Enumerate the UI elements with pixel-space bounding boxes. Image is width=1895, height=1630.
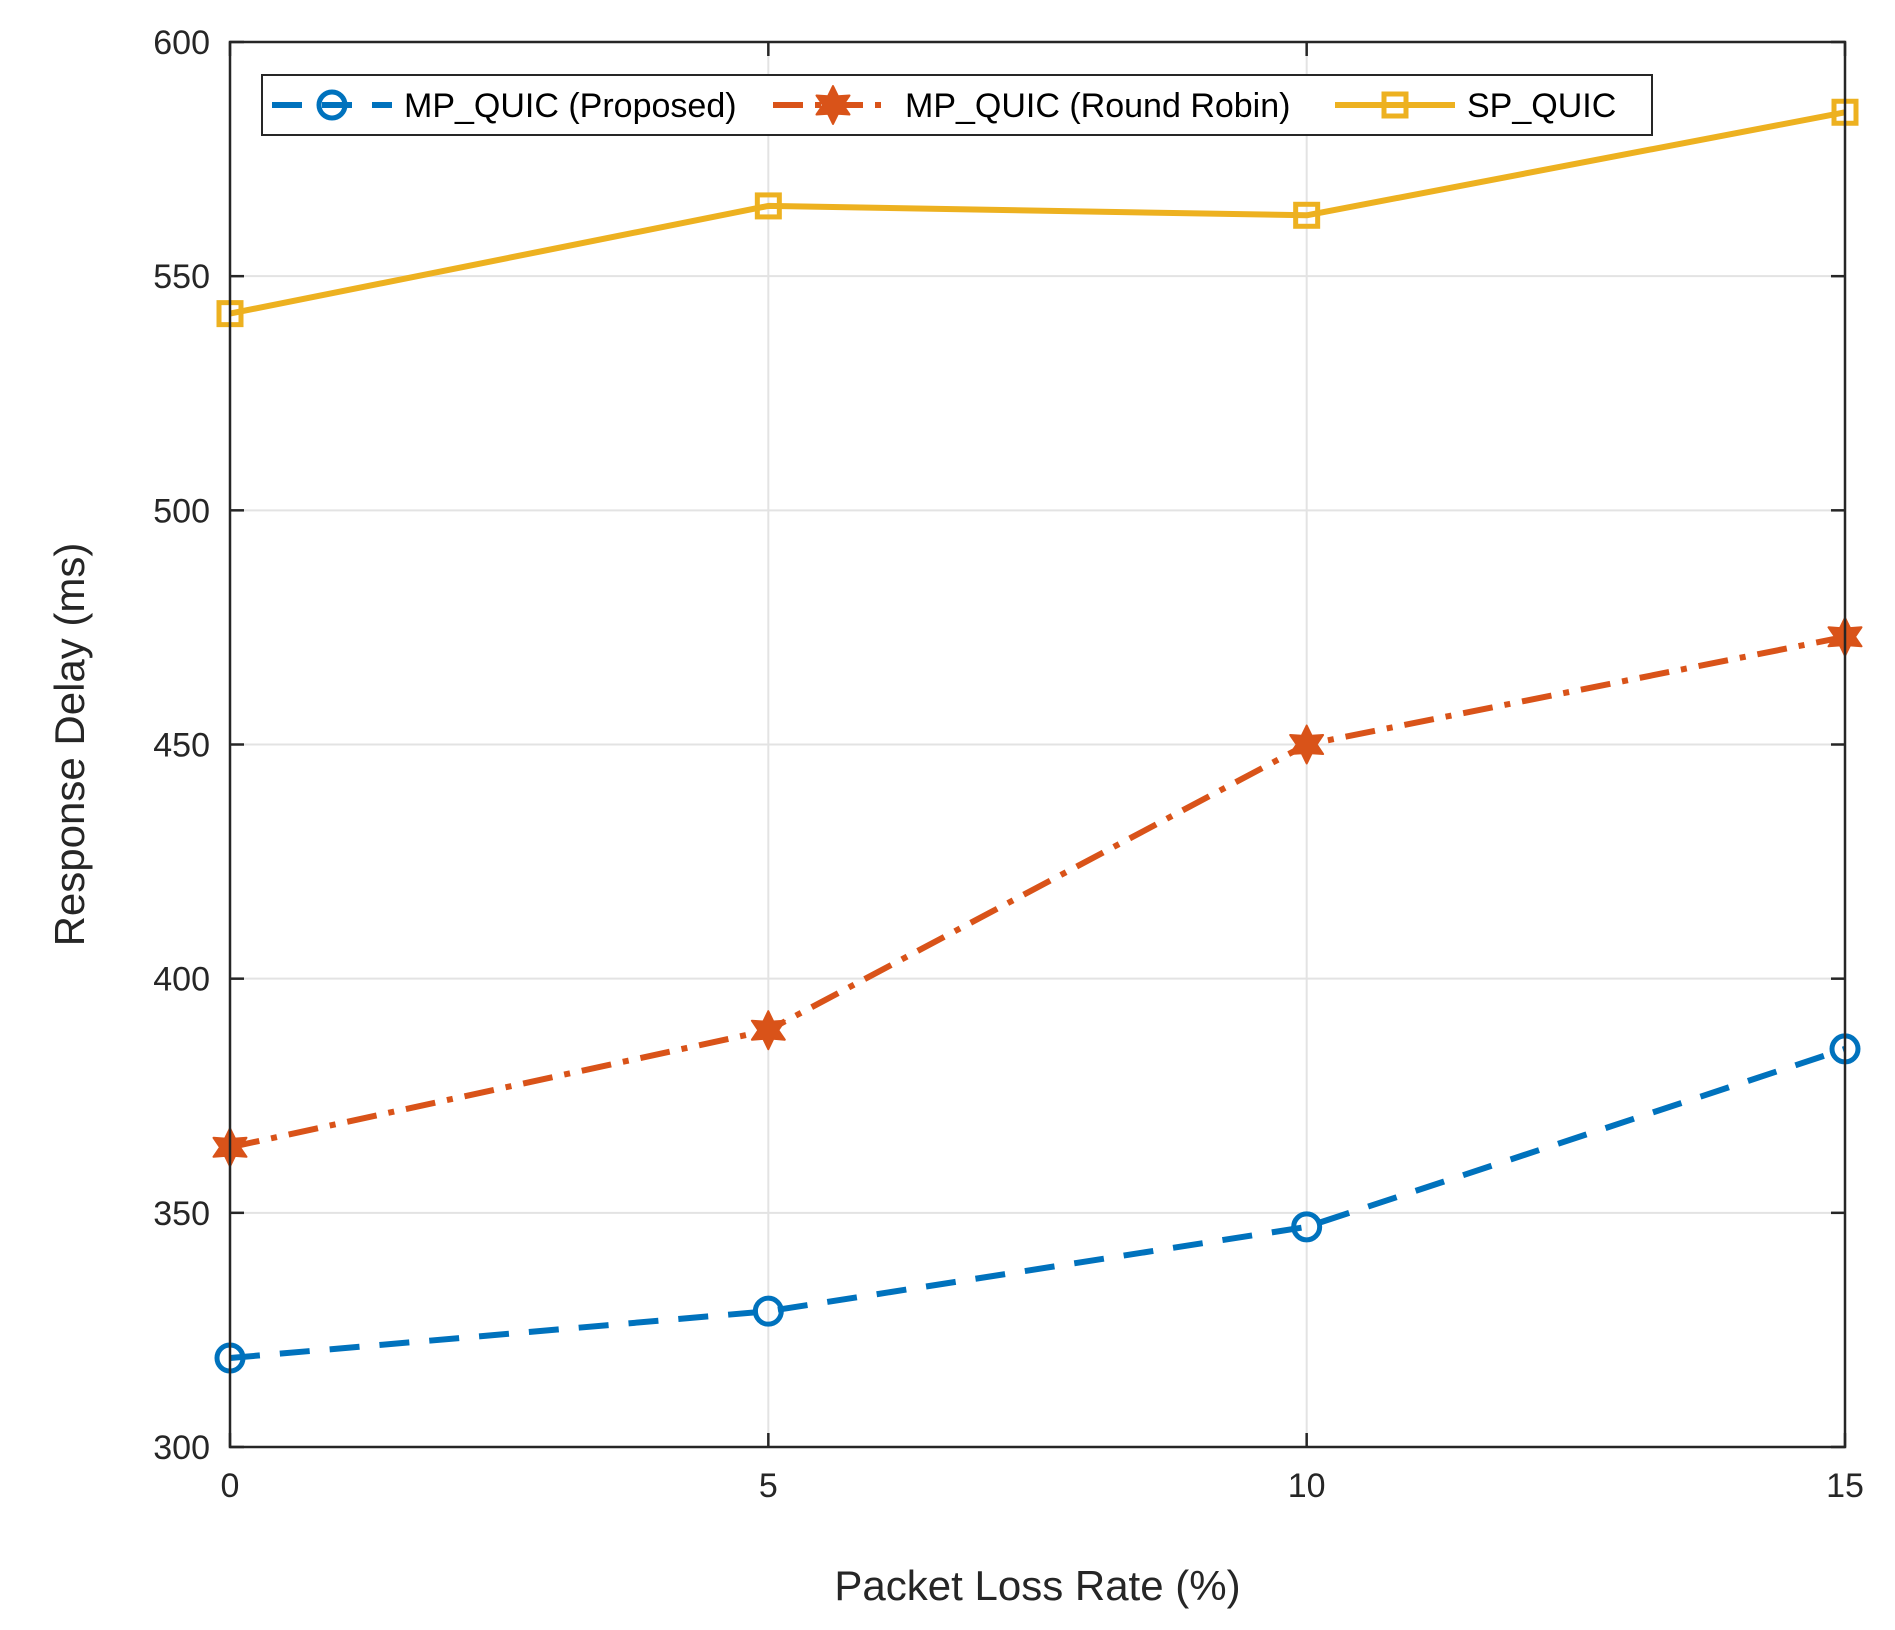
legend-label: MP_QUIC (Round Robin) xyxy=(905,87,1290,125)
data-point xyxy=(1293,201,1321,229)
x-tick-label: 10 xyxy=(1288,1467,1326,1505)
legend-marker xyxy=(316,89,348,121)
data-point xyxy=(1291,1211,1323,1243)
series-2 xyxy=(212,616,1863,1168)
x-axis-title: Packet Loss Rate (%) xyxy=(834,1562,1240,1609)
legend[interactable]: MP_QUIC (Proposed) MP_QUIC (Round Robin) S… xyxy=(261,74,1653,136)
tick-labels: 0 5 10 15 300 350 400 450 500 550 600 xyxy=(153,24,1864,1505)
series-1 xyxy=(214,1033,1861,1374)
y-tick-label: 450 xyxy=(153,727,210,765)
series-line xyxy=(229,633,1846,1151)
series-line xyxy=(229,109,1846,317)
y-tick-label: 600 xyxy=(153,24,210,62)
axes-frame xyxy=(228,40,1847,1449)
x-tick-label: 0 xyxy=(221,1467,240,1505)
y-tick-label: 300 xyxy=(153,1429,210,1467)
grid xyxy=(229,41,1846,1448)
series-line xyxy=(229,1046,1846,1361)
data-point xyxy=(752,1295,784,1327)
legend-entry-3[interactable]: SP_QUIC xyxy=(1335,87,1616,125)
data-point xyxy=(750,1010,786,1051)
y-tick-label: 500 xyxy=(153,492,210,530)
data-point xyxy=(1289,724,1325,765)
y-tick-label: 550 xyxy=(153,258,210,296)
series-layer xyxy=(212,98,1863,1374)
legend-entry-2[interactable]: MP_QUIC (Round Robin) xyxy=(773,85,1290,125)
x-tick-label: 15 xyxy=(1826,1467,1864,1505)
legend-marker xyxy=(815,85,851,125)
legend-entry-1[interactable]: MP_QUIC (Proposed) xyxy=(272,87,737,125)
legend-label: MP_QUIC (Proposed) xyxy=(404,87,737,125)
legend-label: SP_QUIC xyxy=(1467,87,1616,125)
y-tick-label: 400 xyxy=(153,961,210,999)
y-tick-label: 350 xyxy=(153,1195,210,1233)
x-tick-label: 5 xyxy=(759,1467,778,1505)
y-axis-title: Response Delay (ms) xyxy=(46,543,93,947)
legend-marker xyxy=(1381,91,1409,119)
data-point xyxy=(754,192,782,220)
